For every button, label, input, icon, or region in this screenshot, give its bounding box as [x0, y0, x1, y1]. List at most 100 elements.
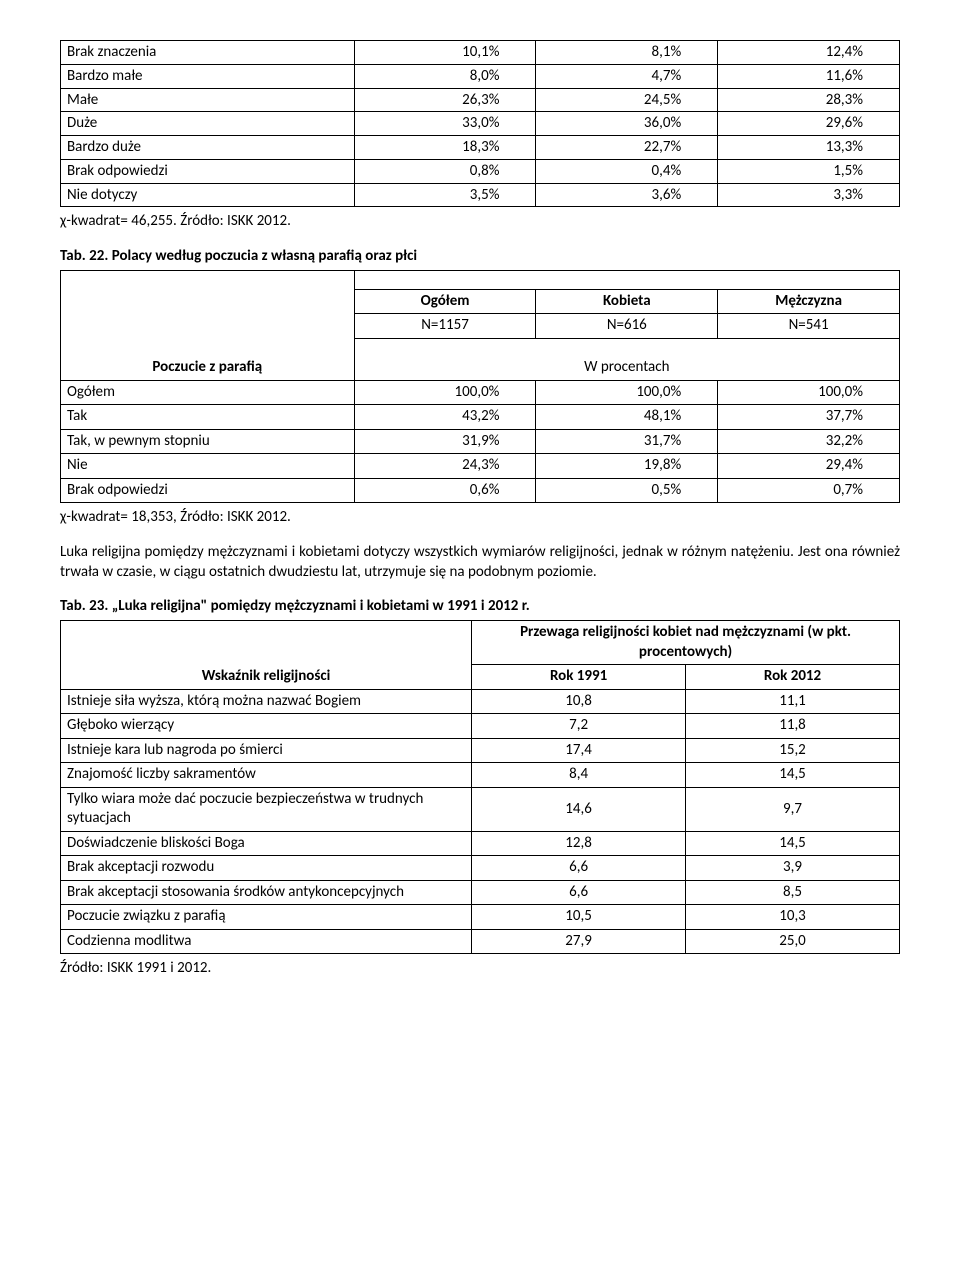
cell-value: 10,8 — [472, 689, 686, 714]
paragraph-gap: Luka religijna pomiędzy mężczyznami i ko… — [60, 542, 900, 583]
table-row: Codzienna modlitwa27,925,0 — [61, 929, 900, 954]
table-row: Brak znaczenia10,1%8,1%12,4% — [61, 41, 900, 65]
row-label: Brak akceptacji rozwodu — [61, 856, 472, 881]
row-label: Znajomość liczby sakramentów — [61, 763, 472, 788]
row-label: Istnieje siła wyższa, którą można nazwać… — [61, 689, 472, 714]
row-label: Bardzo duże — [61, 136, 355, 160]
table3-caption: Tab. 23. „Luka religijna" pomiędzy mężcz… — [60, 596, 900, 616]
cell-value: 0,5% — [536, 478, 718, 503]
cell-value: 14,5 — [686, 831, 900, 856]
cell-value: 3,6% — [536, 183, 718, 207]
cell-value: 17,4 — [472, 738, 686, 763]
cell-value: 28,3% — [718, 88, 900, 112]
col-n: N=541 — [718, 314, 900, 339]
cell-value: 7,2 — [472, 714, 686, 739]
cell-value: 9,7 — [686, 787, 900, 831]
row-label: Brak odpowiedzi — [61, 478, 355, 503]
col-n: N=616 — [536, 314, 718, 339]
table2-caption: Tab. 22. Polacy według poczucia z własną… — [60, 246, 900, 266]
cell-value: 3,9 — [686, 856, 900, 881]
cell-value: 31,9% — [354, 429, 536, 454]
row-label: Głęboko wierzący — [61, 714, 472, 739]
table-row: Bardzo małe8,0%4,7%11,6% — [61, 64, 900, 88]
cell-value: 100,0% — [354, 380, 536, 405]
table-row: Istnieje siła wyższa, którą można nazwać… — [61, 689, 900, 714]
table-significance: Brak znaczenia10,1%8,1%12,4%Bardzo małe8… — [60, 40, 900, 207]
cell-value: 31,7% — [536, 429, 718, 454]
cell-value: 43,2% — [354, 405, 536, 430]
row-label: Małe — [61, 88, 355, 112]
col-head: Mężczyzna — [718, 289, 900, 314]
col-n: N=1157 — [354, 314, 536, 339]
cell-value: 37,7% — [718, 405, 900, 430]
table-row: Doświadczenie bliskości Boga12,814,5 — [61, 831, 900, 856]
cell-value: 12,8 — [472, 831, 686, 856]
table-row: Tak, w pewnym stopniu31,9%31,7%32,2% — [61, 429, 900, 454]
col-head: Rok 1991 — [472, 665, 686, 690]
cell-value: 25,0 — [686, 929, 900, 954]
cell-value: 27,9 — [472, 929, 686, 954]
cell-value: 3,5% — [354, 183, 536, 207]
cell-value: 29,6% — [718, 112, 900, 136]
cell-value: 29,4% — [718, 454, 900, 479]
col-head: Rok 2012 — [686, 665, 900, 690]
cell-value: 11,6% — [718, 64, 900, 88]
row-label: Codzienna modlitwa — [61, 929, 472, 954]
row-label: Brak akceptacji stosowania środków antyk… — [61, 880, 472, 905]
table1-footer: χ-kwadrat= 46,255. Źródło: ISKK 2012. — [60, 211, 900, 231]
table-row: Małe26,3%24,5%28,3% — [61, 88, 900, 112]
cell-value: 8,0% — [354, 64, 536, 88]
cell-value: 6,6 — [472, 880, 686, 905]
table3-footer: Źródło: ISKK 1991 i 2012. — [60, 958, 900, 978]
cell-value: 22,7% — [536, 136, 718, 160]
cell-value: 32,2% — [718, 429, 900, 454]
table-row: Duże33,0%36,0%29,6% — [61, 112, 900, 136]
row-head: Wskaźnik religijności — [61, 665, 472, 690]
table-row: Ogółem100,0%100,0%100,0% — [61, 380, 900, 405]
cell-value: 26,3% — [354, 88, 536, 112]
row-label: Istnieje kara lub nagroda po śmierci — [61, 738, 472, 763]
table-row: Głęboko wierzący7,211,8 — [61, 714, 900, 739]
sub-head: W procentach — [354, 356, 899, 380]
cell-value: 10,5 — [472, 905, 686, 930]
cell-value: 8,4 — [472, 763, 686, 788]
row-label: Nie dotyczy — [61, 183, 355, 207]
cell-value: 12,4% — [718, 41, 900, 65]
cell-value: 100,0% — [536, 380, 718, 405]
row-label: Tak — [61, 405, 355, 430]
cell-value: 10,3 — [686, 905, 900, 930]
cell-value: 18,3% — [354, 136, 536, 160]
cell-value: 0,4% — [536, 159, 718, 183]
cell-value: 100,0% — [718, 380, 900, 405]
table-row: Nie dotyczy3,5%3,6%3,3% — [61, 183, 900, 207]
cell-value: 3,3% — [718, 183, 900, 207]
row-label: Tylko wiara może dać poczucie bezpieczeń… — [61, 787, 472, 831]
row-label: Doświadczenie bliskości Boga — [61, 831, 472, 856]
table-row: Poczucie związku z parafią10,510,3 — [61, 905, 900, 930]
cell-value: 33,0% — [354, 112, 536, 136]
row-label: Ogółem — [61, 380, 355, 405]
super-head: Przewaga religijności kobiet nad mężczyz… — [472, 621, 900, 665]
cell-value: 24,5% — [536, 88, 718, 112]
cell-value: 0,7% — [718, 478, 900, 503]
table-row: Brak odpowiedzi0,8%0,4%1,5% — [61, 159, 900, 183]
cell-value: 13,3% — [718, 136, 900, 160]
row-label: Brak odpowiedzi — [61, 159, 355, 183]
table-religiosity-gap: Przewaga religijności kobiet nad mężczyz… — [60, 620, 900, 954]
table-row: Bardzo duże18,3%22,7%13,3% — [61, 136, 900, 160]
cell-value: 11,1 — [686, 689, 900, 714]
cell-value: 8,1% — [536, 41, 718, 65]
cell-value: 19,8% — [536, 454, 718, 479]
cell-value: 14,5 — [686, 763, 900, 788]
cell-value: 36,0% — [536, 112, 718, 136]
row-head: Poczucie z parafią — [61, 356, 355, 380]
table-row: Znajomość liczby sakramentów8,414,5 — [61, 763, 900, 788]
row-label: Bardzo małe — [61, 64, 355, 88]
row-label: Brak znaczenia — [61, 41, 355, 65]
cell-value: 11,8 — [686, 714, 900, 739]
row-label: Tak, w pewnym stopniu — [61, 429, 355, 454]
cell-value: 6,6 — [472, 856, 686, 881]
table-row: Tylko wiara może dać poczucie bezpieczeń… — [61, 787, 900, 831]
table-row: Brak akceptacji stosowania środków antyk… — [61, 880, 900, 905]
cell-value: 4,7% — [536, 64, 718, 88]
